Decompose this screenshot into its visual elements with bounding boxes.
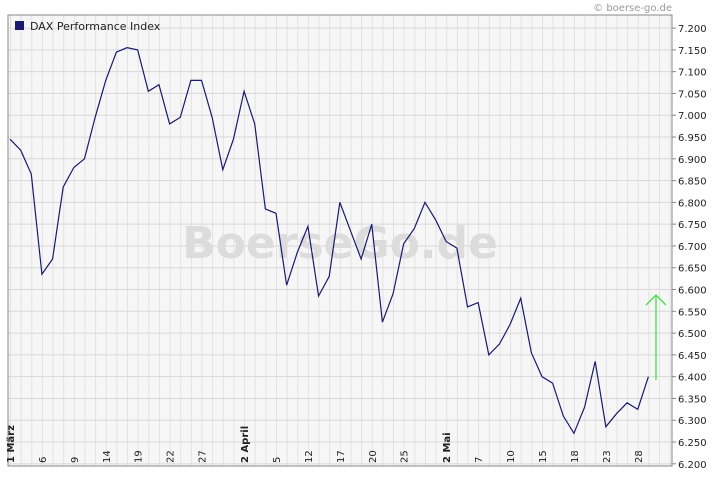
y-tick-label: 6.600 xyxy=(678,286,707,297)
x-tick-label: 5 xyxy=(272,457,283,463)
y-tick-label: 6.650 xyxy=(678,264,707,275)
copyright: © boerse-go.de xyxy=(593,3,672,14)
x-tick-label: 14 xyxy=(102,450,113,463)
x-tick-label: 18 xyxy=(570,450,581,463)
x-tick-label: 2 Mai xyxy=(442,432,453,463)
y-tick-label: 6.950 xyxy=(678,133,707,144)
watermark: BoerseGo.de xyxy=(182,218,498,269)
plot-frame xyxy=(7,14,673,467)
x-tick-label: 19 xyxy=(134,450,145,463)
y-tick-label: 6.800 xyxy=(678,198,707,209)
x-tick-label: 6 xyxy=(38,457,49,463)
grid xyxy=(8,27,672,465)
y-tick-label: 6.700 xyxy=(678,242,707,253)
x-tick-label: 22 xyxy=(166,450,177,463)
x-tick-label: 23 xyxy=(602,450,613,463)
x-tick-label: 2 April xyxy=(240,426,251,463)
plot-grid-pattern xyxy=(8,15,672,466)
y-tick-label: 7.150 xyxy=(678,46,707,57)
y-tick-label: 6.500 xyxy=(678,329,707,340)
y-tick-label: 6.300 xyxy=(678,416,707,427)
legend-swatch xyxy=(15,21,24,30)
x-tick-label: 17 xyxy=(336,450,347,463)
y-tick-label: 7.000 xyxy=(678,111,707,122)
y-tick-label: 7.100 xyxy=(678,68,707,79)
series-line xyxy=(9,47,649,435)
legend-label: DAX Performance Index xyxy=(30,20,161,33)
y-tick-label: 6.400 xyxy=(678,373,707,384)
x-tick-label: 15 xyxy=(538,450,549,463)
x-tick-label: 12 xyxy=(304,450,315,463)
x-tick-label: 1 März xyxy=(6,425,17,463)
y-tick-label: 6.550 xyxy=(678,307,707,318)
x-tick-label: 9 xyxy=(70,457,81,463)
marks xyxy=(9,47,649,435)
y-tick-label: 7.050 xyxy=(678,89,707,100)
y-tick-label: 6.900 xyxy=(678,155,707,166)
y-tick-label: 6.350 xyxy=(678,394,707,405)
x-tick-label: 28 xyxy=(634,450,645,463)
x-tick-label: 25 xyxy=(400,450,411,463)
x-tick-label: 7 xyxy=(474,457,485,463)
y-tick-label: 6.750 xyxy=(678,220,707,231)
x-tick-label: 27 xyxy=(198,450,209,463)
y-tick-label: 6.450 xyxy=(678,351,707,362)
x-tick-label: 20 xyxy=(368,450,379,463)
y-tick-label: 7.200 xyxy=(678,24,707,35)
annotation-arrow xyxy=(645,294,667,380)
x-tick-label: 10 xyxy=(506,450,517,463)
y-tick-label: 6.250 xyxy=(678,438,707,449)
y-tick-label: 6.200 xyxy=(678,460,707,471)
y-tick-label: 6.850 xyxy=(678,177,707,188)
